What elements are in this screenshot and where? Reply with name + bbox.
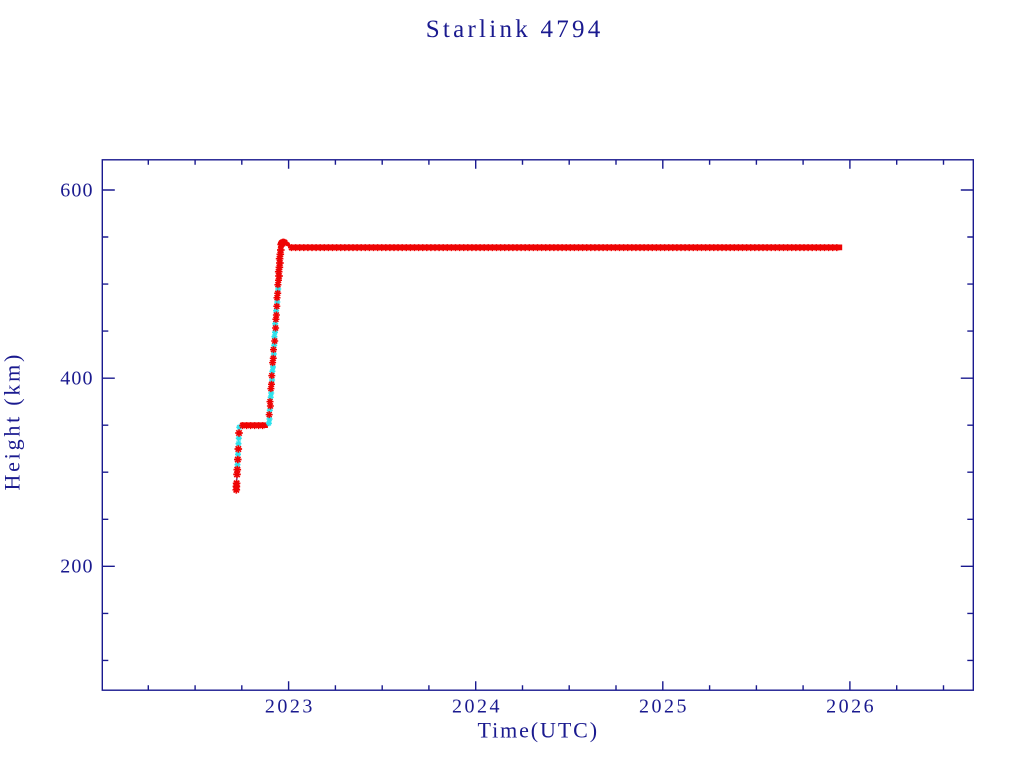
svg-text:200: 200 <box>60 556 92 578</box>
svg-text:600: 600 <box>60 179 92 201</box>
svg-text:Time(UTC): Time(UTC) <box>478 718 598 743</box>
svg-text:400: 400 <box>60 368 92 390</box>
svg-text:Height (km): Height (km) <box>0 355 25 491</box>
